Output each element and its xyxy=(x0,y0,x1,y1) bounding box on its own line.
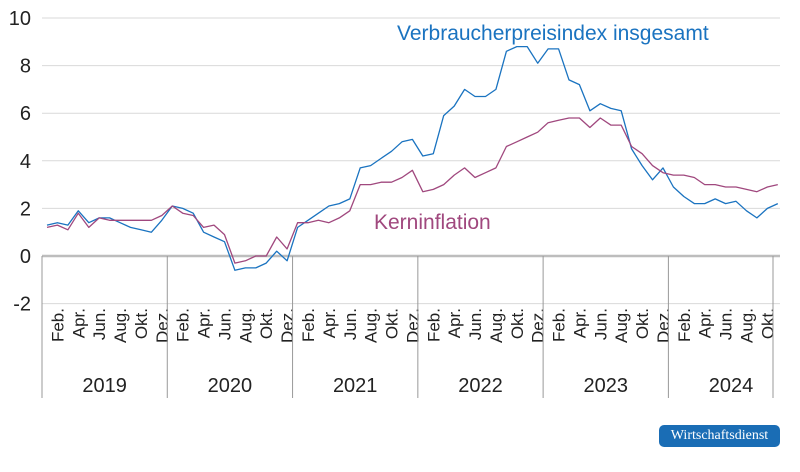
month-label: Apr. xyxy=(570,308,589,338)
y-tick-label: -2 xyxy=(13,294,31,316)
month-label: Feb. xyxy=(48,308,67,342)
vpi-line xyxy=(46,45,779,271)
month-label: Apr. xyxy=(320,308,339,338)
y-tick-label: 2 xyxy=(20,198,31,220)
month-label: Aug. xyxy=(236,308,255,343)
year-label: 2020 xyxy=(208,375,253,397)
grid xyxy=(42,17,780,305)
month-label: Dez. xyxy=(403,308,422,343)
year-label: 2021 xyxy=(333,375,378,397)
month-label: Jun. xyxy=(717,308,736,340)
month-label: Jun. xyxy=(90,308,109,340)
month-label: Aug. xyxy=(362,308,381,343)
month-label: Apr. xyxy=(69,308,88,338)
month-label: Okt. xyxy=(633,308,652,339)
month-label: Okt. xyxy=(758,308,777,339)
year-label: 2022 xyxy=(458,375,503,397)
month-label: Feb. xyxy=(675,308,694,342)
month-label: Aug. xyxy=(612,308,631,343)
month-label: Aug. xyxy=(737,308,756,343)
y-tick-label: 0 xyxy=(20,246,31,268)
y-tick-label: 10 xyxy=(9,8,31,30)
year-label: 2023 xyxy=(584,375,629,397)
series-label-kerninflation: Kerninflation xyxy=(374,211,491,234)
month-label: Dez. xyxy=(529,308,548,343)
month-label: Feb. xyxy=(299,308,318,342)
series-lines xyxy=(46,45,779,271)
year-label: 2024 xyxy=(709,375,754,397)
month-label: Okt. xyxy=(257,308,276,339)
y-tick-label: 4 xyxy=(20,151,31,173)
y-axis-ticks: 10 8 6 4 2 0 -2 xyxy=(9,8,31,316)
month-label: Aug. xyxy=(487,308,506,343)
month-label: Apr. xyxy=(445,308,464,338)
month-label: Feb. xyxy=(174,308,193,342)
month-label: Feb. xyxy=(424,308,443,342)
month-label: Apr. xyxy=(195,308,214,338)
month-label: Aug. xyxy=(111,308,130,343)
y-tick-label: 6 xyxy=(20,103,31,125)
month-label: Jun. xyxy=(341,308,360,340)
year-label: 2019 xyxy=(82,375,127,397)
month-label: Okt. xyxy=(383,308,402,339)
month-label: Apr. xyxy=(696,308,715,338)
month-label: Dez. xyxy=(153,308,172,343)
month-label: Dez. xyxy=(654,308,673,343)
month-label: Feb. xyxy=(550,308,569,342)
month-label: Jun. xyxy=(591,308,610,340)
month-label: Okt. xyxy=(132,308,151,339)
month-label: Dez. xyxy=(278,308,297,343)
month-label: Okt. xyxy=(508,308,527,339)
month-label: Jun. xyxy=(466,308,485,340)
y-tick-label: 8 xyxy=(20,56,31,78)
kerninflation-line xyxy=(46,117,778,264)
series-label-vpi: Verbraucherpreisindex insgesamt xyxy=(397,22,709,45)
month-label: Jun. xyxy=(215,308,234,340)
wirtschaftsdienst-logo: Wirtschaftsdienst xyxy=(659,425,780,447)
